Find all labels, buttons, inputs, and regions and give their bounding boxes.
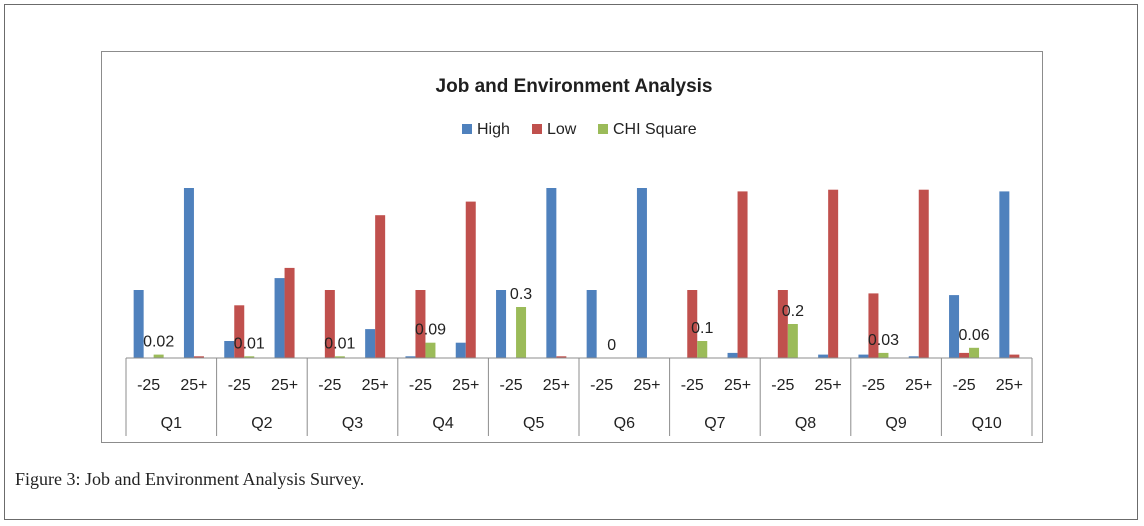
- bar-low-q8-minus25: [777, 290, 788, 358]
- bar-low-q8-25plus: [828, 189, 839, 358]
- group-label-q4: Q4: [432, 415, 453, 432]
- bar-high-q3-25plus: [365, 329, 376, 358]
- bar-low-q1-25plus: [193, 356, 204, 358]
- tick-label-q10-minus25: -25: [952, 377, 975, 394]
- bar-chi-q7: [697, 341, 708, 358]
- bar-high-q7-25plus: [727, 352, 738, 358]
- group-label-q7: Q7: [704, 415, 725, 432]
- tick-label-q3-25plus: 25+: [362, 377, 389, 394]
- bar-low-q9-minus25: [868, 293, 879, 358]
- caption-text: Job and Environment Analysis Survey.: [80, 469, 365, 489]
- legend-label-chi-square: CHI Square: [613, 121, 697, 138]
- bar-low-q4-minus25: [415, 290, 426, 358]
- tick-label-q1-minus25: -25: [137, 377, 160, 394]
- legend-swatch-chi-square: [598, 124, 608, 134]
- tick-label-q10-25plus: 25+: [996, 377, 1023, 394]
- data-label-chi-q6: 0: [607, 337, 616, 354]
- data-label-chi-q2: 0.01: [234, 335, 265, 352]
- bar-low-q3-25plus: [375, 215, 386, 358]
- figure-caption: Figure 3: Job and Environment Analysis S…: [15, 469, 364, 490]
- bar-low-q7-25plus: [737, 191, 748, 358]
- data-label-chi-q5: 0.3: [510, 286, 532, 303]
- tick-label-q2-25plus: 25+: [271, 377, 298, 394]
- bar-chi-q1: [153, 354, 164, 358]
- bar-chi-q5: [516, 307, 527, 358]
- bar-low-q4-25plus: [465, 201, 476, 358]
- bar-low-q3-minus25: [324, 290, 335, 358]
- group-label-q9: Q9: [885, 415, 906, 432]
- group-label-q3: Q3: [342, 415, 363, 432]
- data-label-chi-q4: 0.09: [415, 322, 446, 339]
- data-label-chi-q7: 0.1: [691, 320, 713, 337]
- group-label-q6: Q6: [614, 415, 635, 432]
- bar-high-q10-25plus: [999, 191, 1010, 358]
- figure-panel: Job and Environment Analysis High Low CHI …: [4, 4, 1138, 520]
- bar-chi-q8: [787, 324, 798, 358]
- bar-low-q5-25plus: [556, 356, 567, 358]
- x-axis: -25 25+ Q1 -25 25+ Q2 -25 25+ Q3 -25 25+ Q4 -25 25+ Q5…: [125, 357, 1033, 436]
- group-label-q2: Q2: [251, 415, 272, 432]
- legend-label-high: High: [477, 121, 510, 138]
- bar-high-q5-25plus: [546, 188, 557, 358]
- tick-label-q8-minus25: -25: [771, 377, 794, 394]
- legend-swatch-low: [532, 124, 542, 134]
- tick-label-q7-minus25: -25: [681, 377, 704, 394]
- tick-label-q5-minus25: -25: [499, 377, 522, 394]
- group-label-q5: Q5: [523, 415, 544, 432]
- bar-high-q10-minus25: [949, 295, 960, 358]
- bar-low-q9-25plus: [918, 189, 929, 358]
- tick-label-q7-25plus: 25+: [724, 377, 751, 394]
- data-label-chi-q9: 0.03: [868, 332, 899, 349]
- bar-high-q2-minus25: [224, 341, 235, 358]
- bar-high-q2-25plus: [274, 278, 285, 358]
- legend-swatch-high: [462, 124, 472, 134]
- bar-chi-q9: [878, 352, 889, 358]
- group-label-q8: Q8: [795, 415, 816, 432]
- bar-high-q9-25plus: [908, 356, 919, 358]
- bar-high-q9-minus25: [858, 354, 869, 358]
- bar-chi-q2: [244, 356, 255, 358]
- tick-label-q5-25plus: 25+: [543, 377, 570, 394]
- bar-high-q1-minus25: [133, 290, 144, 358]
- data-label-chi-q3: 0.01: [324, 335, 355, 352]
- bar-chi-q3: [334, 356, 345, 358]
- bar-high-q8-25plus: [818, 354, 829, 358]
- bar-low-q2-25plus: [284, 267, 295, 358]
- tick-label-q8-25plus: 25+: [815, 377, 842, 394]
- group-label-q1: Q1: [161, 415, 182, 432]
- group-label-q10: Q10: [972, 415, 1002, 432]
- tick-label-q4-minus25: -25: [409, 377, 432, 394]
- bar-high-q6-25plus: [636, 188, 647, 358]
- bar-chi-q10: [969, 347, 980, 358]
- tick-label-q4-25plus: 25+: [452, 377, 479, 394]
- bar-high-q1-25plus: [183, 188, 194, 358]
- data-label-chi-q8: 0.2: [782, 303, 804, 320]
- tick-label-q3-minus25: -25: [318, 377, 341, 394]
- bar-high-q6-minus25: [586, 290, 597, 358]
- bar-chi-q4: [425, 342, 436, 358]
- bar-high-q4-minus25: [405, 356, 416, 358]
- bars-layer: 0.02 0.01 0.01 0.09 0.3 0 0.1 0.2 0.03 0.06: [133, 188, 1020, 358]
- tick-label-q9-25plus: 25+: [905, 377, 932, 394]
- data-label-chi-q10: 0.06: [958, 327, 989, 344]
- chart-legend: High Low CHI Square: [462, 121, 697, 138]
- tick-label-q1-25plus: 25+: [180, 377, 207, 394]
- tick-label-q6-25plus: 25+: [633, 377, 660, 394]
- tick-label-q9-minus25: -25: [862, 377, 885, 394]
- bar-high-q5-minus25: [496, 290, 507, 358]
- bar-low-q10-minus25: [959, 352, 970, 358]
- legend-label-low: Low: [547, 121, 577, 138]
- chart-svg: Job and Environment Analysis High Low CHI …: [125, 76, 1033, 436]
- bar-low-q7-minus25: [687, 290, 698, 358]
- chart-frame: Job and Environment Analysis High Low CHI …: [101, 51, 1043, 443]
- caption-label: Figure 3:: [15, 469, 81, 489]
- chart-title: Job and Environment Analysis: [436, 76, 713, 97]
- bar-low-q10-25plus: [1009, 354, 1020, 358]
- bar-high-q4-25plus: [455, 342, 466, 358]
- data-label-chi-q1: 0.02: [143, 334, 174, 351]
- bar-low-q2-minus25: [234, 305, 245, 358]
- tick-label-q2-minus25: -25: [228, 377, 251, 394]
- tick-label-q6-minus25: -25: [590, 377, 613, 394]
